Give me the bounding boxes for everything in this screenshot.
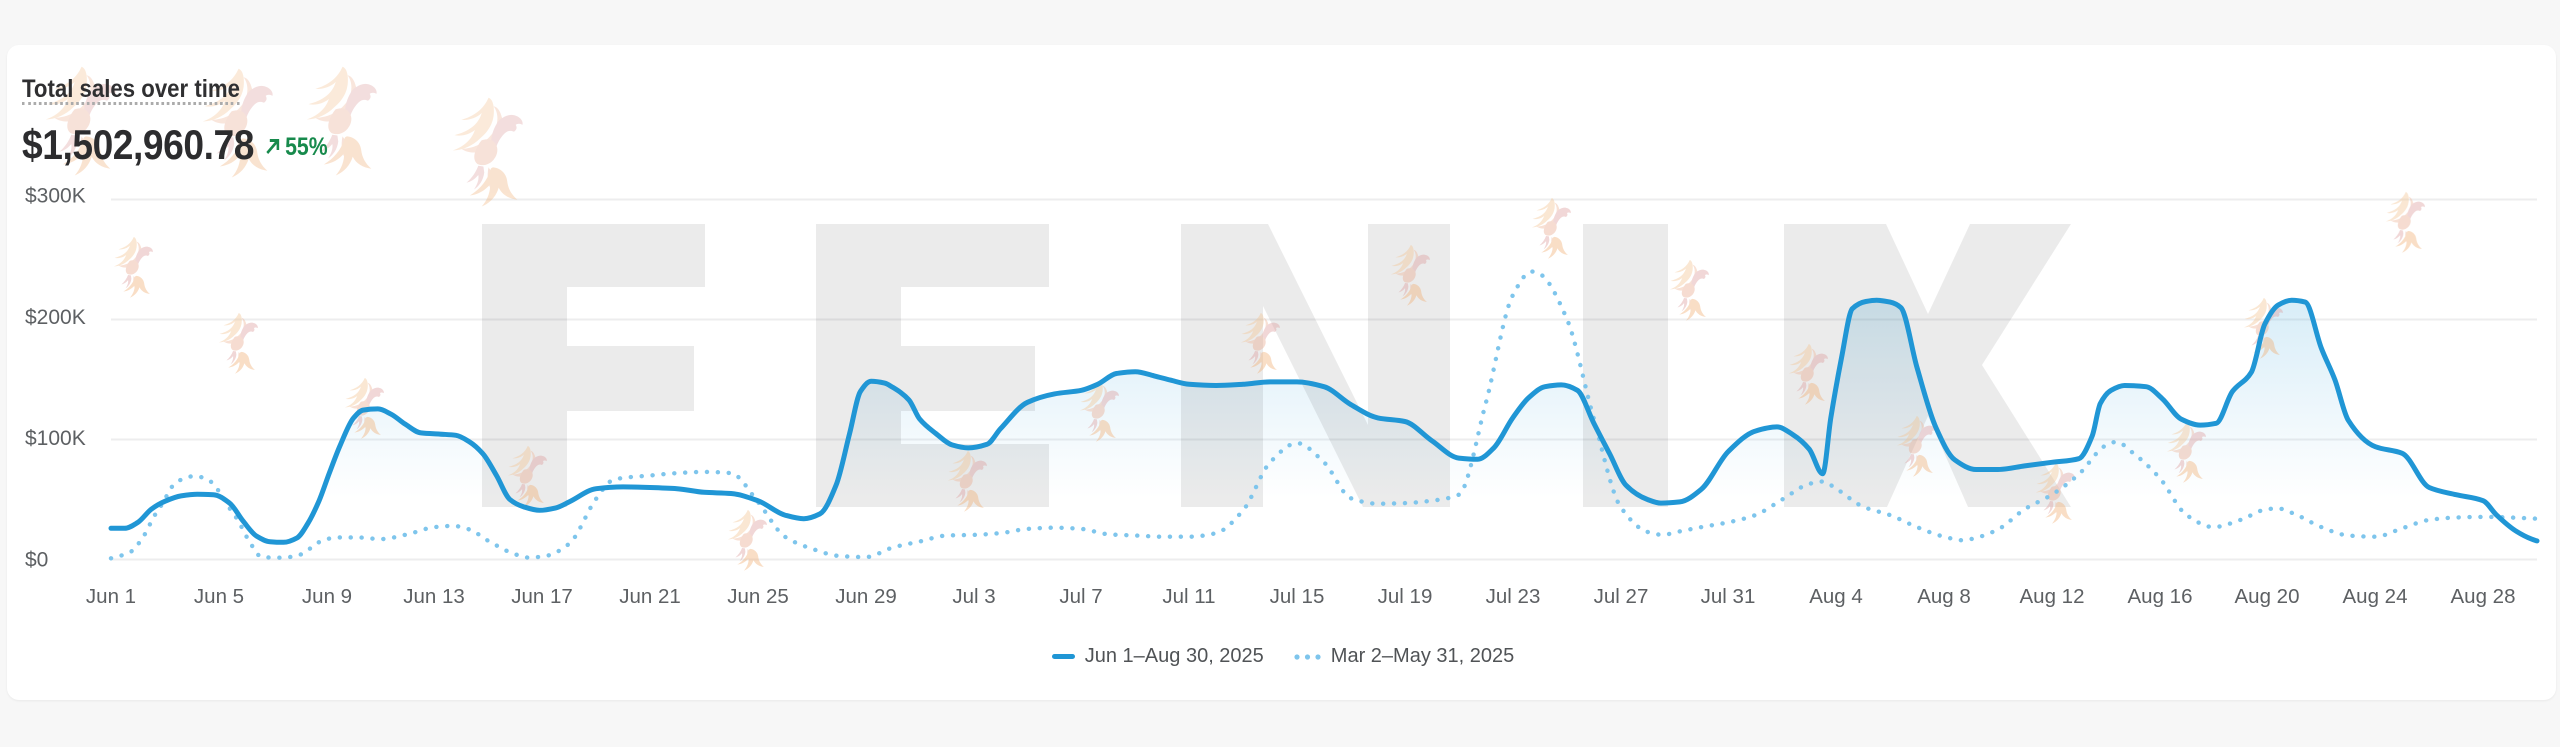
svg-text:Aug 16: Aug 16 [2128,585,2193,608]
svg-text:Jul 23: Jul 23 [1486,585,1541,608]
svg-text:$100K: $100K [25,427,86,450]
svg-text:Aug 4: Aug 4 [1809,585,1863,608]
svg-text:Jun 21: Jun 21 [619,585,681,608]
svg-text:$300K: $300K [25,185,86,208]
svg-text:Jul 11: Jul 11 [1162,585,1215,608]
svg-text:Jun 9: Jun 9 [302,585,352,608]
svg-text:Aug 28: Aug 28 [2451,585,2516,608]
svg-text:Aug 24: Aug 24 [2343,585,2408,608]
svg-text:Jun 5: Jun 5 [194,585,244,608]
svg-text:Aug 8: Aug 8 [1917,585,1971,608]
svg-text:Jun 29: Jun 29 [835,585,897,608]
svg-text:Jul 7: Jul 7 [1059,585,1102,608]
svg-text:$200K: $200K [25,306,86,329]
svg-text:Jun 17: Jun 17 [511,585,573,608]
svg-text:Jul 31: Jul 31 [1701,585,1756,608]
svg-text:Jul 19: Jul 19 [1378,585,1433,608]
svg-text:Jun 13: Jun 13 [403,585,465,608]
svg-text:Aug 20: Aug 20 [2235,585,2300,608]
svg-text:Jul 27: Jul 27 [1594,585,1649,608]
svg-text:Jul 15: Jul 15 [1270,585,1325,608]
svg-text:Jun 1: Jun 1 [86,585,136,608]
svg-text:Aug 12: Aug 12 [2020,585,2085,608]
svg-text:$0: $0 [25,549,48,572]
svg-text:Jun 25: Jun 25 [727,585,789,608]
svg-text:Jul 3: Jul 3 [952,585,995,608]
